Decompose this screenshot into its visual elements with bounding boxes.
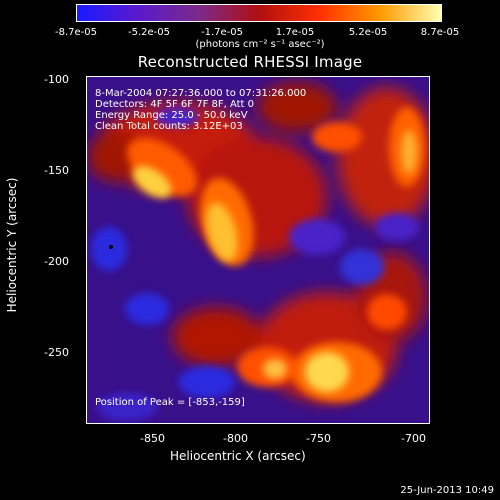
blue-region [340,249,384,285]
x-tick-label: -750 [306,432,331,445]
y-tick-label: -100 [44,73,69,86]
rhessi-image: 8-Mar-2004 07:27:36.000 to 07:31:26.000 … [86,76,430,424]
clean-total-counts: Clean Total counts: 3.12E+03 [95,121,243,132]
orange-region [126,137,198,197]
y-tick-label: -150 [44,164,69,177]
orange-region [312,122,362,152]
energy-range: Energy Range: 25.0 - 50.0 keV [95,110,248,121]
red-region [257,82,337,132]
blue-region [155,107,199,127]
orange-region [367,294,407,330]
x-tick-label: -800 [223,432,248,445]
yellow-peak [206,202,238,262]
yellow-peak [305,352,349,392]
colorbar-tick: 8.7e-05 [420,27,460,38]
x-axis-title: Heliocentric X (arcsec) [170,449,306,463]
peak-position: Position of Peak = [-853,-159] [95,397,245,408]
colorbar-tick: 5.2e-05 [348,27,388,38]
yellow-peak [401,130,417,174]
image-blobs [87,82,429,421]
blue-region [179,366,235,398]
blue-region [97,393,157,421]
colorbar [76,4,442,22]
blue-region [125,293,169,325]
colorbar-tick: -8.7e-05 [55,27,97,38]
plot-title: Reconstructed RHESSI Image [137,53,363,71]
peak-marker [109,245,113,249]
detectors-info: Detectors: 4F 5F 6F 7F 8F, Att 0 [95,99,255,110]
observation-time: 8-Mar-2004 07:27:36.000 to 07:31:26.000 [95,88,307,99]
red-region [172,307,262,367]
footer-date: 25-Jun-2013 10:49 [400,485,494,496]
colorbar-tick: -1.7e-05 [201,27,243,38]
y-tick-label: -200 [44,255,69,268]
yellow-peak [132,166,172,198]
y-axis-title: Heliocentric Y (arcsec) [5,177,19,313]
yellow-peak [263,359,287,379]
colorbar-tick: -5.2e-05 [128,27,170,38]
blue-region [289,219,345,255]
y-tick-label: -250 [44,346,69,359]
colorbar-units: (photons cm⁻² s⁻¹ asec⁻²) [195,39,325,50]
colorbar-tick: 1.7e-05 [275,27,315,38]
blue-region [91,227,127,271]
x-tick-label: -700 [401,432,426,445]
blue-region [375,213,419,241]
x-tick-label: -850 [140,432,165,445]
